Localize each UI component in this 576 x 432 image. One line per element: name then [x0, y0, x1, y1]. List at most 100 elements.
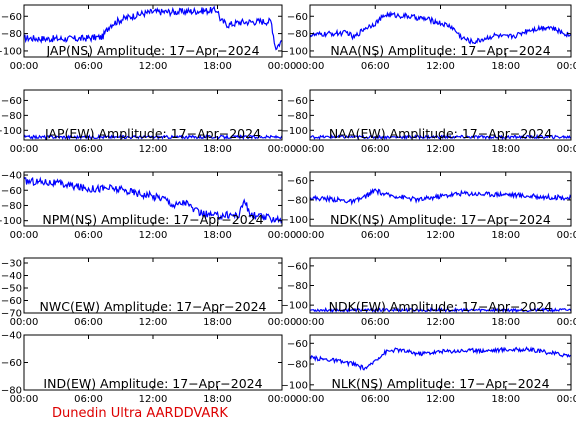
- y-tick-label: −60: [1, 96, 22, 107]
- x-tick-label: 00:00: [268, 317, 297, 328]
- y-tick-label: −100: [0, 46, 22, 57]
- y-tick-label: −80: [287, 111, 308, 122]
- series-line-4-0: [24, 176, 282, 225]
- x-tick-label: 00:00: [557, 144, 576, 155]
- x-tick-label: 18:00: [491, 230, 520, 241]
- y-tick-label: −60: [287, 96, 308, 107]
- panel-title: NDK(EW) Amplitude: 17−Apr−2024: [329, 299, 553, 314]
- x-tick-label: 12:00: [426, 61, 455, 72]
- x-tick-label: 00:00: [296, 144, 325, 155]
- chart-panel-8: 00:00 06:00 12:00 18:00 00:00 −40 −60 −80 IND(EW…: [1, 331, 297, 406]
- x-tick-label: 00:00: [557, 230, 576, 241]
- panel-title: IND(EW) Amplitude: 17−Apr−2024: [43, 376, 262, 391]
- x-tick-label: 18:00: [491, 317, 520, 328]
- chart-panel-6: 00:00 06:00 12:00 18:00 00:00 −30−40 −50−60 −70…: [1, 257, 297, 328]
- x-tick-label: 12:00: [426, 230, 455, 241]
- x-tick-label: 06:00: [74, 394, 103, 405]
- panel-title: NLK(NS) Amplitude: 17−Apr−2024: [331, 376, 549, 391]
- chart-panel-2: 00:00 06:00 12:00 18:00 00:00 −60 −80 −100 JAP(E…: [0, 89, 297, 155]
- chart-panel-9: 00:00 06:00 12:00 18:00 00:00 −60 −80 −100 NLK(N…: [281, 334, 576, 405]
- x-tick-label: 00:00: [268, 394, 297, 405]
- x-tick-label: 18:00: [491, 61, 520, 72]
- x-tick-label: 00:00: [268, 61, 297, 72]
- y-tick-label: −60: [287, 12, 308, 23]
- y-tick-label: −80: [287, 195, 308, 206]
- x-tick-label: 06:00: [361, 317, 390, 328]
- series-line-1-0: [310, 10, 571, 45]
- x-tick-label: 00:00: [296, 61, 325, 72]
- y-tick-label: −50: [1, 284, 22, 295]
- y-tick-label: −40: [1, 271, 22, 282]
- y-tick-label: −60: [1, 186, 22, 197]
- chart-panel-3: 00:00 06:00 12:00 18:00 00:00 −60 −80 −100 NAA(E…: [281, 89, 576, 155]
- x-tick-label: 06:00: [361, 394, 390, 405]
- y-tick-label: −60: [1, 358, 22, 369]
- y-tick-label: −80: [287, 360, 308, 371]
- x-tick-label: 00:00: [10, 394, 39, 405]
- x-tick-label: 18:00: [203, 230, 232, 241]
- x-tick-label: 00:00: [296, 317, 325, 328]
- x-tick-label: 06:00: [74, 317, 103, 328]
- chart-panel-0: 00:00 06:00 12:00 18:00 00:00 −60 −80 −100 JAP(N…: [0, 4, 297, 72]
- chart-panel-4: 00:00 06:00 12:00 18:00 00:00 −40 −60 −80 −100 NP…: [0, 171, 296, 241]
- x-tick-label: 00:00: [296, 394, 325, 405]
- x-tick-label: 18:00: [491, 144, 520, 155]
- panel-title: JAP(EW) Amplitude: 17−Apr−2024: [44, 126, 261, 141]
- y-tick-label: −40: [1, 331, 22, 342]
- x-tick-label: 12:00: [139, 317, 168, 328]
- x-tick-label: 00:00: [557, 394, 576, 405]
- y-tick-label: −80: [287, 29, 308, 40]
- x-tick-label: 12:00: [139, 61, 168, 72]
- x-tick-label: 06:00: [74, 230, 103, 241]
- series-line-5-0: [310, 187, 571, 206]
- series-line-9-0: [310, 346, 571, 371]
- y-tick-label: −60: [287, 339, 308, 350]
- panel-title: JAP(NS) Amplitude: 17−Apr−2024: [45, 43, 259, 58]
- y-tick-label: −60: [1, 12, 22, 23]
- panel-title: NAA(NS) Amplitude: 17−Apr−2024: [330, 43, 550, 58]
- y-tick-label: −30: [1, 259, 22, 270]
- y-tick-label: −70: [1, 309, 22, 320]
- x-tick-label: 00:00: [268, 144, 297, 155]
- chart-panel-5: 00:00 06:00 12:00 18:00 00:00 −60 −80 −100 NDK(N…: [281, 171, 576, 241]
- y-tick-label: −100: [281, 380, 308, 391]
- y-tick-label: −100: [281, 126, 308, 137]
- x-tick-label: 06:00: [74, 61, 103, 72]
- x-tick-label: 12:00: [426, 144, 455, 155]
- y-tick-label: −100: [0, 216, 22, 227]
- y-tick-label: −80: [1, 386, 22, 397]
- x-tick-label: 06:00: [74, 144, 103, 155]
- panel-title: NAA(EW) Amplitude: 17−Apr−2024: [329, 126, 552, 141]
- series-line-0-0: [24, 5, 282, 51]
- x-tick-label: 12:00: [139, 394, 168, 405]
- y-tick-label: −80: [287, 281, 308, 292]
- panel-title: NWC(EW) Amplitude: 17−Apr−2024: [40, 299, 267, 314]
- y-tick-label: −60: [287, 261, 308, 272]
- x-tick-label: 06:00: [361, 230, 390, 241]
- x-tick-label: 18:00: [491, 394, 520, 405]
- y-tick-label: −80: [1, 111, 22, 122]
- x-tick-label: 00:00: [10, 317, 39, 328]
- y-tick-label: −100: [281, 301, 308, 312]
- x-tick-label: 18:00: [203, 394, 232, 405]
- x-tick-label: 06:00: [361, 61, 390, 72]
- y-tick-label: −80: [1, 201, 22, 212]
- x-tick-label: 12:00: [426, 394, 455, 405]
- x-tick-label: 00:00: [10, 61, 39, 72]
- x-tick-label: 00:00: [557, 61, 576, 72]
- y-tick-label: −60: [1, 296, 22, 307]
- y-tick-label: −100: [281, 46, 308, 57]
- x-tick-label: 18:00: [203, 61, 232, 72]
- station-footer: Dunedin Ultra AARDDVARK: [52, 406, 228, 421]
- y-tick-label: −60: [287, 176, 308, 187]
- y-tick-label: −100: [0, 126, 22, 137]
- x-tick-label: 00:00: [268, 230, 297, 241]
- x-tick-label: 12:00: [426, 317, 455, 328]
- panel-title: NPM(NS) Amplitude: 17−Apr−2024: [42, 212, 263, 227]
- y-tick-label: −80: [1, 29, 22, 40]
- x-tick-label: 18:00: [203, 317, 232, 328]
- x-tick-label: 00:00: [296, 230, 325, 241]
- x-tick-label: 12:00: [139, 144, 168, 155]
- x-tick-label: 00:00: [10, 230, 39, 241]
